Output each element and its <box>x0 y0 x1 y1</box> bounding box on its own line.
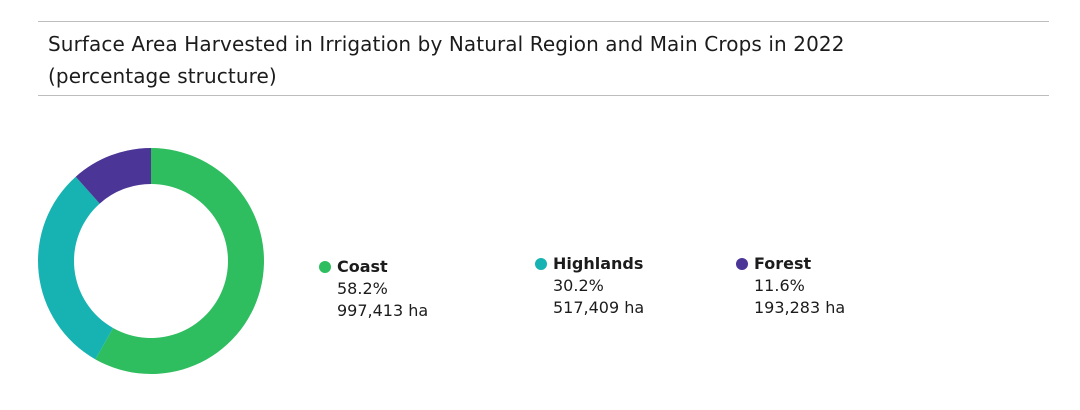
donut-slice-highlands <box>38 176 114 360</box>
title-divider <box>38 95 1049 96</box>
top-divider <box>38 21 1049 22</box>
donut-slice-forest <box>75 148 151 204</box>
legend-dot-forest <box>736 258 748 270</box>
legend-item-highlands: Highlands 30.2% 517,409 ha <box>535 253 644 319</box>
legend-percent-forest: 11.6% <box>754 276 805 295</box>
legend-area-coast: 997,413 ha <box>337 301 429 320</box>
donut-slice-coast <box>95 148 264 374</box>
donut-chart <box>38 148 264 374</box>
legend-percent-coast: 58.2% <box>337 279 388 298</box>
legend-label-forest: Forest <box>754 254 812 273</box>
legend-percent-highlands: 30.2% <box>553 276 604 295</box>
legend-label-highlands: Highlands <box>553 254 644 273</box>
chart-title-line2: (percentage structure) <box>48 64 277 88</box>
legend-label-coast: Coast <box>337 257 388 276</box>
chart-title: Surface Area Harvested in Irrigation by … <box>48 28 1038 92</box>
legend-area-forest: 193,283 ha <box>754 298 846 317</box>
legend-dot-coast <box>319 261 331 273</box>
legend-item-coast: Coast 58.2% 997,413 ha <box>319 256 428 322</box>
legend-item-forest: Forest 11.6% 193,283 ha <box>736 253 845 319</box>
legend-dot-highlands <box>535 258 547 270</box>
chart-title-line1: Surface Area Harvested in Irrigation by … <box>48 32 845 56</box>
legend-area-highlands: 517,409 ha <box>553 298 645 317</box>
